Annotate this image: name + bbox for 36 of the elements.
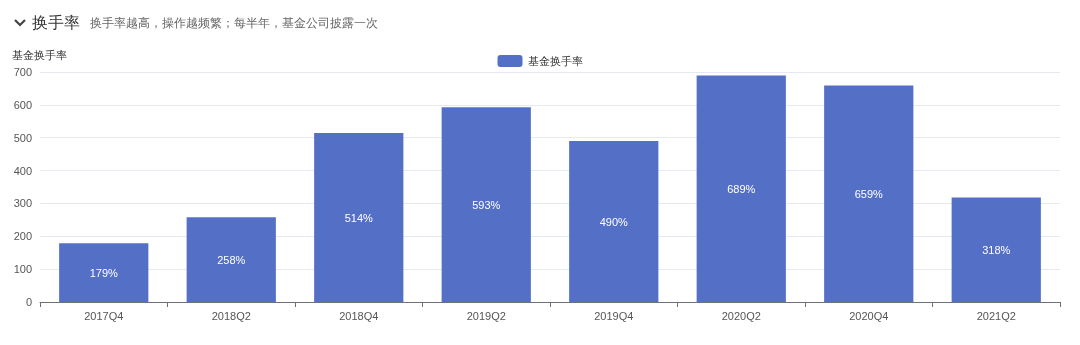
x-tick-label: 2019Q2 xyxy=(466,309,506,322)
x-tick-label: 2020Q2 xyxy=(721,309,761,322)
y-tick-label: 300 xyxy=(13,197,32,210)
bar xyxy=(441,107,531,302)
data-label: 659% xyxy=(854,187,884,200)
y-tick-label: 200 xyxy=(13,230,32,243)
chart-title: 换手率 xyxy=(32,12,80,34)
data-label: 514% xyxy=(344,211,374,224)
legend-label: 基金换手率 xyxy=(527,55,583,67)
y-axis-title: 基金换手率 xyxy=(12,48,67,61)
data-label: 593% xyxy=(472,198,501,211)
bar xyxy=(314,133,404,302)
data-label: 689% xyxy=(727,182,756,195)
y-tick-label: 700 xyxy=(13,66,32,78)
data-label: 179% xyxy=(89,266,119,279)
y-tick-label: 0 xyxy=(25,296,32,308)
y-tick-label: 400 xyxy=(13,164,32,177)
bar xyxy=(696,75,786,302)
x-tick-label: 2019Q4 xyxy=(594,309,634,322)
bar xyxy=(569,141,659,302)
y-tick-label: 500 xyxy=(13,131,32,144)
x-tick-label: 2018Q2 xyxy=(211,309,251,322)
x-tick-label: 2021Q2 xyxy=(976,309,1016,322)
y-tick-label: 600 xyxy=(13,98,32,111)
x-tick-label: 2017Q4 xyxy=(84,309,124,322)
bar xyxy=(824,85,914,302)
data-label: 258% xyxy=(217,253,246,266)
y-tick-label: 100 xyxy=(13,263,32,276)
x-tick-label: 2018Q4 xyxy=(339,309,379,322)
chart-subtitle: 换手率越高，操作越频繁；每半年，基金公司披露一次 xyxy=(90,14,378,32)
bar xyxy=(59,243,149,302)
x-tick-label: 2020Q4 xyxy=(849,309,889,322)
data-label: 490% xyxy=(599,215,629,228)
bar xyxy=(951,197,1041,302)
data-label: 318% xyxy=(982,243,1011,256)
bar xyxy=(186,217,276,302)
